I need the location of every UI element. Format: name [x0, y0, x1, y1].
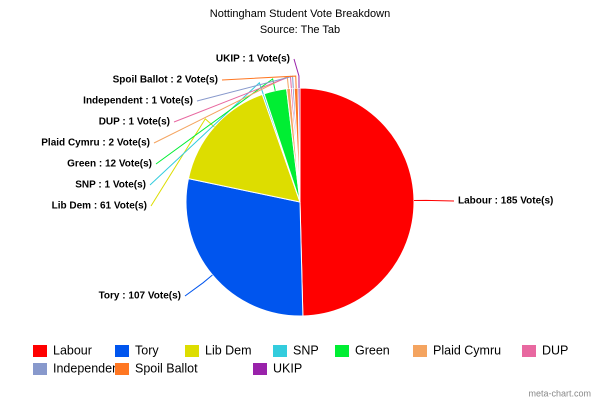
legend-label: Lib Dem — [205, 343, 252, 357]
leader-line — [293, 58, 300, 89]
data-label: Tory : 107 Vote(s) — [99, 291, 181, 302]
data-label: Plaid Cymru : 2 Vote(s) — [41, 138, 150, 149]
pie-slice — [187, 93, 301, 203]
data-label: SNP : 1 Vote(s) — [75, 180, 146, 191]
legend-label: Plaid Cymru — [433, 343, 501, 357]
chart-subtitle: Source: The Tab — [260, 24, 340, 36]
legend-label: Independent — [53, 361, 123, 375]
legend-label: DUP — [542, 343, 568, 357]
watermark: meta-chart.com — [528, 388, 591, 398]
legend-label: SNP — [293, 343, 319, 357]
data-label: Lib Dem : 61 Vote(s) — [52, 201, 147, 212]
legend-swatch — [253, 363, 267, 375]
data-label: DUP : 1 Vote(s) — [99, 117, 170, 128]
leader-line — [184, 274, 213, 297]
leader-line — [413, 199, 455, 202]
data-label: Green : 12 Vote(s) — [67, 159, 152, 170]
pie-slice — [299, 87, 415, 317]
legend-label: Tory — [135, 343, 159, 357]
pie-slice — [297, 87, 301, 203]
data-label: Independent : 1 Vote(s) — [83, 96, 193, 107]
chart-title: Nottingham Student Vote Breakdown — [210, 8, 390, 20]
leader-line — [149, 81, 264, 186]
leader-line — [221, 75, 297, 89]
pie-slice — [185, 178, 304, 317]
data-label: UKIP : 1 Vote(s) — [216, 54, 290, 65]
leader-line — [155, 78, 276, 165]
legend-swatch — [33, 363, 47, 375]
legend-swatch — [335, 345, 349, 357]
legend-swatch — [115, 345, 129, 357]
legend-swatch — [33, 345, 47, 357]
legend-swatch — [185, 345, 199, 357]
data-label: Spoil Ballot : 2 Vote(s) — [113, 75, 218, 86]
data-label: Labour : 185 Vote(s) — [458, 196, 553, 207]
legend-swatch — [115, 363, 129, 375]
legend-label: Spoil Ballot — [135, 361, 198, 375]
legend-label: Labour — [53, 343, 92, 357]
legend-swatch — [413, 345, 427, 357]
legend-label: UKIP — [273, 361, 302, 375]
legend-swatch — [273, 345, 287, 357]
legend-label: Green — [355, 343, 390, 357]
legend-swatch — [522, 345, 536, 357]
